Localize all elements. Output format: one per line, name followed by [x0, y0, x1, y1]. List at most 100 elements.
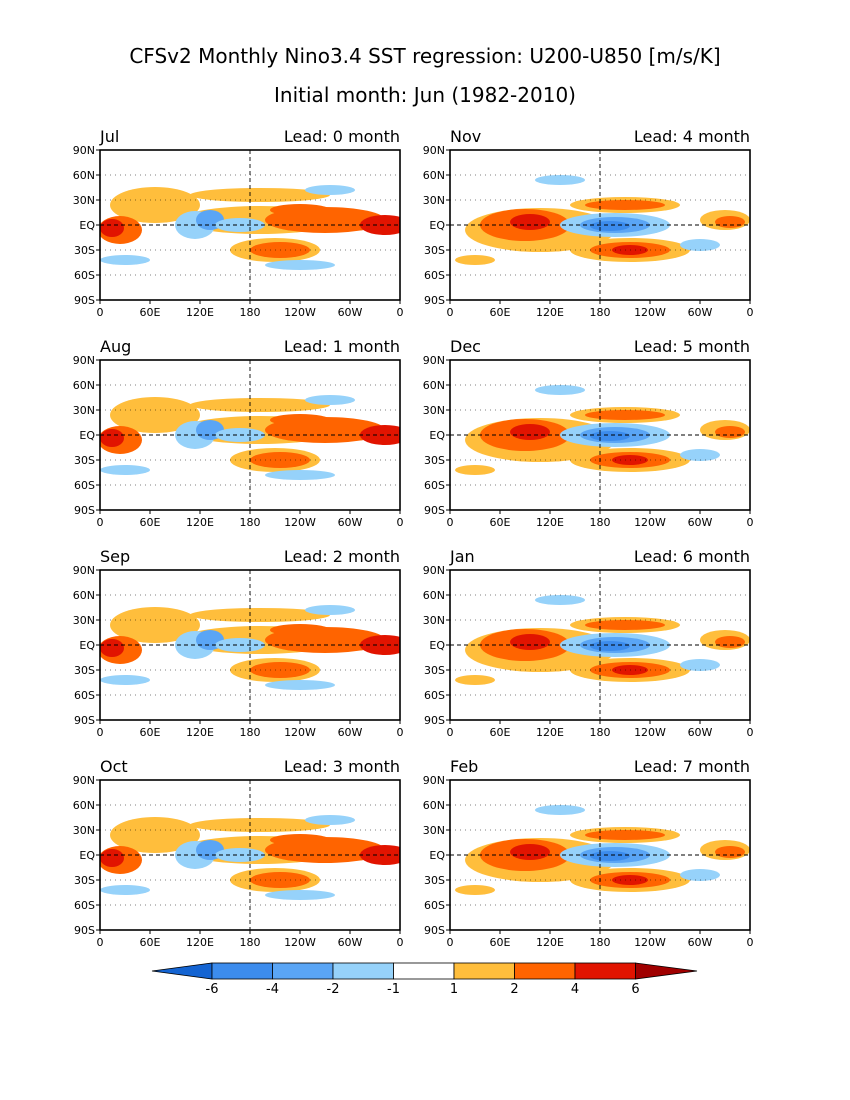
- anomaly-patch: [265, 470, 335, 480]
- anomaly-patch: [535, 595, 585, 605]
- anomaly-patch: [455, 885, 495, 895]
- anomaly-patch: [265, 680, 335, 690]
- anomaly-patch: [110, 607, 200, 643]
- anomaly-patch: [110, 397, 200, 433]
- lat-tick-label: 90N: [73, 144, 95, 157]
- lon-tick-label: 60W: [338, 516, 363, 529]
- anomaly-patch: [100, 465, 150, 475]
- panel-lead: Lead: 7 month: [634, 757, 750, 776]
- lon-tick-label: 120W: [284, 726, 316, 739]
- lat-tick-label: EQ: [79, 219, 95, 232]
- anomaly-patch: [305, 815, 355, 825]
- panel-month: Dec: [450, 337, 481, 356]
- lat-tick-label: 60S: [424, 479, 445, 492]
- lat-tick-label: 30N: [423, 194, 445, 207]
- lat-tick-label: 60N: [73, 169, 95, 182]
- lon-tick-label: 120W: [634, 726, 666, 739]
- anomaly-patch: [590, 221, 630, 231]
- lat-tick-label: 30N: [73, 824, 95, 837]
- lon-tick-label: 60W: [338, 726, 363, 739]
- lat-tick-label: EQ: [429, 429, 445, 442]
- lat-tick-label: 60N: [73, 799, 95, 812]
- colorbar-label: -1: [387, 982, 400, 997]
- anomaly-patch: [680, 449, 720, 461]
- lat-tick-label: 30S: [74, 454, 95, 467]
- lon-tick-label: 120W: [284, 936, 316, 949]
- lon-tick-label: 60W: [688, 936, 713, 949]
- lon-tick-label: 60W: [688, 516, 713, 529]
- lon-tick-label: 60E: [490, 306, 511, 319]
- lon-tick-label: 0: [97, 306, 104, 319]
- anomaly-patch: [455, 255, 495, 265]
- lon-tick-label: 0: [747, 936, 754, 949]
- lat-tick-label: EQ: [429, 639, 445, 652]
- lat-tick-label: 60S: [424, 689, 445, 702]
- lon-tick-label: 60E: [490, 936, 511, 949]
- lon-tick-label: 60W: [688, 306, 713, 319]
- anomaly-patch: [510, 424, 550, 440]
- lon-tick-label: 0: [397, 936, 404, 949]
- anomaly-patch: [100, 675, 150, 685]
- colorbar-label: 4: [571, 982, 579, 997]
- lat-tick-label: 90S: [74, 504, 95, 517]
- panel-lead: Lead: 5 month: [634, 337, 750, 356]
- colorbar-label: -2: [327, 982, 340, 997]
- panel-lead: Lead: 6 month: [634, 547, 750, 566]
- lat-tick-label: 90S: [74, 924, 95, 937]
- anomaly-patch: [535, 175, 585, 185]
- lon-tick-label: 120W: [284, 306, 316, 319]
- anomaly-patch: [590, 641, 630, 651]
- anomaly-patch: [270, 414, 330, 426]
- panel-month: Sep: [100, 547, 130, 566]
- lat-tick-label: 60S: [74, 479, 95, 492]
- lon-tick-label: 120E: [536, 936, 564, 949]
- colorbar-segment: [332, 962, 394, 980]
- panel-lead: Lead: 3 month: [284, 757, 400, 776]
- anomaly-patch: [585, 830, 665, 840]
- lat-tick-label: 90S: [424, 294, 445, 307]
- colorbar-label: 1: [450, 982, 458, 997]
- lat-tick-label: 90S: [424, 924, 445, 937]
- lat-tick-label: EQ: [79, 639, 95, 652]
- lon-tick-label: 120E: [186, 936, 214, 949]
- colorbar-segment: [574, 962, 636, 980]
- lon-tick-label: 120W: [634, 936, 666, 949]
- lat-tick-label: 30N: [73, 194, 95, 207]
- anomaly-shading: [100, 815, 400, 900]
- anomaly-patch: [100, 219, 124, 237]
- panel-lead: Lead: 2 month: [284, 547, 400, 566]
- lat-tick-label: 60N: [73, 379, 95, 392]
- lon-tick-label: 180: [590, 726, 611, 739]
- lat-tick-label: 30S: [424, 244, 445, 257]
- anomaly-patch: [100, 429, 124, 447]
- lat-tick-label: 30S: [74, 664, 95, 677]
- lat-tick-label: 90N: [423, 354, 445, 367]
- anomaly-patch: [110, 187, 200, 223]
- lon-tick-label: 60E: [140, 726, 161, 739]
- lat-tick-label: 30S: [74, 874, 95, 887]
- lon-tick-label: 0: [97, 726, 104, 739]
- colorbar-segment: [453, 962, 515, 980]
- lat-tick-label: EQ: [429, 219, 445, 232]
- anomaly-patch: [190, 188, 330, 202]
- lat-tick-label: 90N: [73, 564, 95, 577]
- lon-tick-label: 120E: [536, 306, 564, 319]
- anomaly-patch: [100, 849, 124, 867]
- lat-tick-label: 30N: [423, 404, 445, 417]
- anomaly-patch: [680, 659, 720, 671]
- anomaly-shading: [100, 185, 400, 270]
- lat-tick-label: 90N: [73, 774, 95, 787]
- colorbar-label: 6: [631, 982, 639, 997]
- lon-tick-label: 0: [97, 516, 104, 529]
- lat-tick-label: 90N: [73, 354, 95, 367]
- lat-tick-label: 30N: [73, 614, 95, 627]
- lon-tick-label: 120E: [536, 726, 564, 739]
- colorbar-label: -6: [206, 982, 219, 997]
- lat-tick-label: 60N: [423, 799, 445, 812]
- anomaly-patch: [680, 239, 720, 251]
- lon-tick-label: 120E: [186, 726, 214, 739]
- anomaly-patch: [510, 844, 550, 860]
